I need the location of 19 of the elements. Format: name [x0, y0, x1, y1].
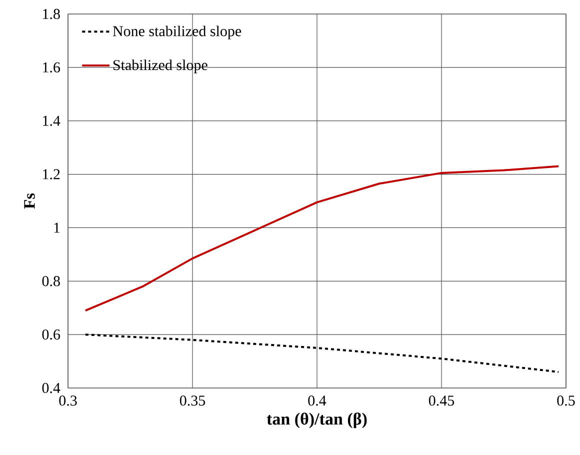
- line-series: [84, 165, 560, 312]
- y-tick-label: 1.4: [43, 116, 60, 126]
- y-tick-label: 0.8: [42, 276, 60, 286]
- x-tick-label: 0.5: [557, 396, 575, 406]
- y-tick-label: 1.8: [43, 8, 60, 20]
- y-tick-label: 1: [54, 222, 60, 233]
- x-tick-label: 0.45: [428, 396, 454, 406]
- y-axis-title: Fs: [24, 193, 35, 209]
- legend-label: Stabilized slope: [113, 60, 208, 74]
- x-axis-title: tan (θ)/tan (β): [266, 412, 367, 428]
- x-tick-label: 0.35: [180, 396, 206, 406]
- x-tick-label: 0.4: [308, 396, 326, 406]
- line-series: [84, 334, 560, 373]
- y-tick-label: 1.2: [43, 169, 60, 180]
- legend-label: None stabilized slope: [112, 26, 242, 40]
- y-tick-label: 0.4: [42, 382, 60, 394]
- y-tick-label: 1.6: [43, 62, 60, 73]
- y-tick-label: 0.6: [42, 329, 60, 340]
- x-tick-label: 0.3: [59, 396, 77, 406]
